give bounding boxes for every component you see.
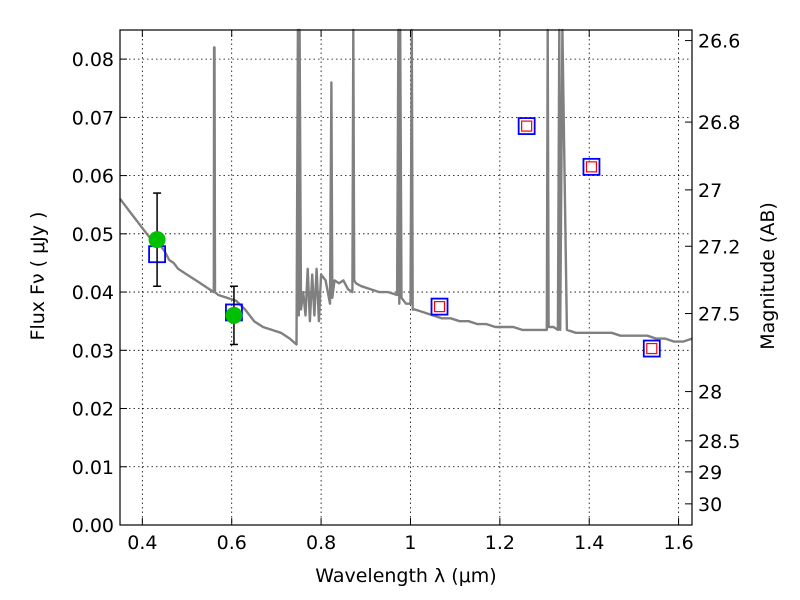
observed-flux-point (225, 306, 243, 324)
right-y-tick-label: 28 (698, 382, 722, 404)
y-tick-label: 0.05 (72, 224, 114, 246)
y-tick-label: 0.07 (72, 107, 114, 129)
x-tick-label: 1.2 (485, 532, 515, 554)
right-y-tick-label: 27.5 (698, 304, 740, 326)
photometry-inner-box (433, 301, 446, 313)
y-tick-label: 0.00 (72, 515, 114, 537)
model-photometry-box (517, 117, 536, 135)
right-y-tick-label: 29 (698, 462, 722, 484)
model-photometry-box (582, 157, 601, 176)
grid-lines (120, 30, 692, 526)
y-tick-label: 0.06 (72, 166, 114, 188)
x-tick-label: 1.6 (663, 532, 693, 554)
photometry-marks (148, 117, 661, 358)
model-photometry-box (430, 297, 449, 316)
right-y-axis-label: Magnitude (AB) (757, 202, 779, 350)
model-photometry-box (642, 339, 661, 358)
photometry-inner-box (521, 120, 533, 132)
right-y-tick-label: 27 (698, 180, 722, 202)
photometry-inner-box (585, 161, 598, 173)
x-tick-label: 0.6 (217, 532, 247, 554)
x-tick-label: 0.8 (306, 532, 336, 554)
y-tick-label: 0.02 (72, 399, 114, 421)
x-tick-label: 1.4 (574, 532, 604, 554)
y-axis-label: Flux Fν ( μJy ) (27, 212, 49, 341)
right-y-tick-label: 28.5 (698, 431, 740, 453)
x-axis-label: Wavelength λ (μm) (315, 565, 496, 587)
x-tick-label: 0.4 (127, 532, 157, 554)
y-tick-label: 0.04 (72, 282, 114, 304)
right-y-tick-label: 27.2 (698, 236, 740, 258)
x-tick-label: 1 (404, 532, 416, 554)
right-y-tick-label: 26.8 (698, 112, 740, 134)
y-tick-label: 0.01 (72, 457, 114, 479)
right-y-tick-label: 30 (698, 494, 722, 516)
photometry-inner-box (646, 342, 658, 355)
axes: 0.4 0.6 0.8 1 1.2 1.4 1.6 0.00 0.01 0.02 0.03 0.04 0… (72, 30, 740, 554)
observed-flux-point (148, 231, 166, 249)
model-spectrum-line (119, 28, 693, 346)
model-spectrum (119, 28, 693, 346)
y-tick-label: 0.03 (72, 340, 114, 362)
right-y-tick-label: 26.6 (698, 31, 740, 53)
plot-frame (119, 29, 693, 526)
y-tick-label: 0.08 (72, 49, 114, 71)
